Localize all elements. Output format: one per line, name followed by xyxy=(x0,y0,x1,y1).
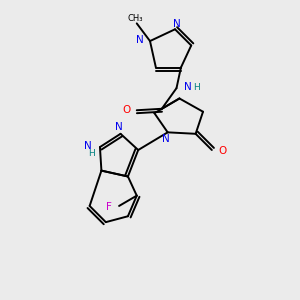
Text: N: N xyxy=(115,122,123,132)
Text: O: O xyxy=(122,105,130,115)
Text: N: N xyxy=(162,134,170,144)
Text: H: H xyxy=(194,83,200,92)
Text: N: N xyxy=(84,141,92,151)
Text: N: N xyxy=(184,82,192,92)
Text: N: N xyxy=(136,34,143,45)
Text: F: F xyxy=(106,202,112,212)
Text: N: N xyxy=(172,19,180,29)
Text: CH₃: CH₃ xyxy=(128,14,143,23)
Text: H: H xyxy=(88,149,94,158)
Text: O: O xyxy=(218,146,226,157)
